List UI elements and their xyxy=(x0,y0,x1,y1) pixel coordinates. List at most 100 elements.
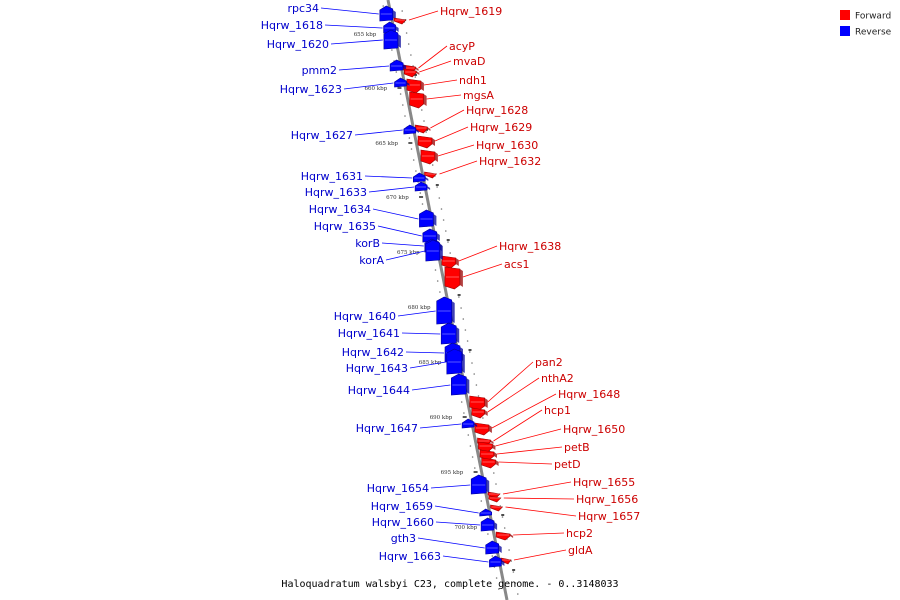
gene-label-hqrw-1631[interactable]: Hqrw_1631 xyxy=(301,170,363,183)
gene-label-pmm2[interactable]: pmm2 xyxy=(302,64,337,77)
gene-label-glda[interactable]: gldA xyxy=(568,544,593,557)
gene-label-mvad[interactable]: mvaD xyxy=(453,55,485,68)
label-leader-line xyxy=(417,537,485,549)
gene-arrow-hqrw-1657[interactable] xyxy=(490,504,504,512)
gene-label-hqrw-1655[interactable]: Hqrw_1655 xyxy=(573,476,635,489)
gene-shade xyxy=(459,269,463,287)
gene-label-mgsa[interactable]: mgsA xyxy=(463,89,494,102)
genome-caption: Haloquadratum walsbyi C23, complete geno… xyxy=(281,579,618,590)
gene-label-hqrw-1632[interactable]: Hqrw_1632 xyxy=(479,155,541,168)
gene-label-hqrw-1638[interactable]: Hqrw_1638 xyxy=(499,240,561,253)
gene-shade xyxy=(427,186,431,190)
label-leader-line xyxy=(338,65,390,71)
gene-label-hqrw-1650[interactable]: Hqrw_1650 xyxy=(563,423,625,436)
gene-shade xyxy=(502,507,506,509)
gene-shade xyxy=(423,94,427,106)
gene-label-hqrw-1640[interactable]: Hqrw_1640 xyxy=(334,310,396,323)
gene-label-hcp2[interactable]: hcp2 xyxy=(566,527,593,540)
label-leader-line xyxy=(442,555,489,563)
gene-label-gth3[interactable]: gth3 xyxy=(391,532,416,545)
label-leader-line xyxy=(418,45,448,69)
label-leader-line xyxy=(401,332,441,335)
gene-label-hqrw-1633[interactable]: Hqrw_1633 xyxy=(305,186,367,199)
gene-shade xyxy=(439,244,443,260)
label-leader-line xyxy=(330,39,383,45)
gene-label-acyp[interactable]: acyP xyxy=(449,40,475,53)
gene-label-hqrw-1660[interactable]: Hqrw_1660 xyxy=(372,516,434,529)
label-leader-line xyxy=(505,506,577,517)
label-leader-line xyxy=(430,484,471,489)
position-dot-right xyxy=(414,76,417,78)
gene-label-hqrw-1656[interactable]: Hqrw_1656 xyxy=(576,493,638,506)
gene-label-petb[interactable]: petB xyxy=(564,441,590,454)
gene-arrow-ntha2[interactable] xyxy=(471,407,486,419)
gene-label-korb[interactable]: korB xyxy=(355,237,380,250)
gene-arrow-hqrw-1659[interactable] xyxy=(479,508,493,517)
gene-label-rpc34[interactable]: rpc34 xyxy=(287,2,319,15)
gene-label-hqrw-1644[interactable]: Hqrw_1644 xyxy=(348,384,410,397)
gene-label-hcp1[interactable]: hcp1 xyxy=(544,404,571,417)
gene-label-acs1[interactable]: acs1 xyxy=(504,258,530,271)
gene-arrow-petd[interactable] xyxy=(481,457,496,469)
gene-arrow-hqrw-1650[interactable] xyxy=(478,441,493,453)
gene-arrow-mvad[interactable] xyxy=(403,68,417,78)
label-leader-line xyxy=(513,532,565,536)
gene-arrow-hcp2[interactable] xyxy=(495,531,511,541)
label-leader-line xyxy=(434,505,479,514)
gene-label-hqrw-1629[interactable]: Hqrw_1629 xyxy=(470,121,532,134)
gene-label-hqrw-1628[interactable]: Hqrw_1628 xyxy=(466,104,528,117)
gene-arrow-hqrw-1648[interactable] xyxy=(474,422,490,436)
gene-labels: rpc34 Hqrw_1618 Hqrw_1619 Hqrw_1620 acyP pmm2… xyxy=(261,2,641,563)
gene-shade xyxy=(484,398,488,408)
position-dot-right xyxy=(517,593,519,595)
gene-arrow-mgsa[interactable] xyxy=(409,91,424,109)
label-leader-line xyxy=(368,186,415,193)
position-dot-right xyxy=(445,230,447,232)
gene-arrow-hqrw-1656[interactable] xyxy=(488,495,502,503)
gene-label-hqrw-1627[interactable]: Hqrw_1627 xyxy=(291,129,353,142)
gene-label-kora[interactable]: korA xyxy=(359,254,384,267)
gene-label-hqrw-1663[interactable]: Hqrw_1663 xyxy=(379,550,441,563)
gene-label-hqrw-1620[interactable]: Hqrw_1620 xyxy=(267,38,329,51)
gene-label-hqrw-1659[interactable]: Hqrw_1659 xyxy=(371,500,433,513)
label-leader-line xyxy=(372,208,419,220)
gene-label-hqrw-1623[interactable]: Hqrw_1623 xyxy=(280,83,342,96)
gene-shade xyxy=(427,127,431,131)
gene-label-hqrw-1618[interactable]: Hqrw_1618 xyxy=(261,19,323,32)
gene-arrow-pan2[interactable] xyxy=(469,395,486,411)
gene-label-hqrw-1635[interactable]: Hqrw_1635 xyxy=(314,220,376,233)
gene-label-hqrw-1643[interactable]: Hqrw_1643 xyxy=(346,362,408,375)
gene-label-ndh1[interactable]: ndh1 xyxy=(459,74,487,87)
gene-label-hqrw-1648[interactable]: Hqrw_1648 xyxy=(558,388,620,401)
position-dot-left xyxy=(402,104,404,106)
gene-label-hqrw-1634[interactable]: Hqrw_1634 xyxy=(309,203,371,216)
gene-label-hqrw-1642[interactable]: Hqrw_1642 xyxy=(342,346,404,359)
gene-label-hqrw-1654[interactable]: Hqrw_1654 xyxy=(367,482,429,495)
gene-label-petd[interactable]: petD xyxy=(554,458,581,471)
gene-shade xyxy=(420,81,424,91)
gene-arrow-acs1[interactable] xyxy=(444,266,461,290)
gene-label-hqrw-1657[interactable]: Hqrw_1657 xyxy=(578,510,640,523)
gene-label-hqrw-1641[interactable]: Hqrw_1641 xyxy=(338,327,400,340)
gene-shade xyxy=(456,327,460,343)
gene-label-hqrw-1647[interactable]: Hqrw_1647 xyxy=(356,422,418,435)
position-dot-right xyxy=(514,582,517,584)
gene-arrow-hqrw-1632[interactable] xyxy=(424,171,438,179)
label-leader-line xyxy=(381,242,424,247)
gene-arrow-ndh1[interactable] xyxy=(406,78,422,94)
gene-label-hqrw-1630[interactable]: Hqrw_1630 xyxy=(476,139,538,152)
position-dot-left xyxy=(421,203,424,205)
gene-arrow-hqrw-1630[interactable] xyxy=(420,149,436,165)
gene-label-pan2[interactable]: pan2 xyxy=(535,356,563,369)
gene-label-hqrw-1619[interactable]: Hqrw_1619 xyxy=(440,5,502,18)
position-dot-left xyxy=(495,577,498,579)
gene-label-ntha2[interactable]: nthA2 xyxy=(541,372,574,385)
label-leader-line xyxy=(397,310,436,317)
gene-arrow-hqrw-1629[interactable] xyxy=(417,135,433,149)
position-dot-left xyxy=(382,5,385,7)
label-leader-line xyxy=(487,361,534,403)
gene-arrow-hqrw-1638[interactable] xyxy=(441,255,457,269)
gene-arrow-hqrw-1619[interactable] xyxy=(393,17,407,25)
gene-arrow-petb[interactable] xyxy=(479,449,495,461)
position-dot-right xyxy=(431,164,434,166)
